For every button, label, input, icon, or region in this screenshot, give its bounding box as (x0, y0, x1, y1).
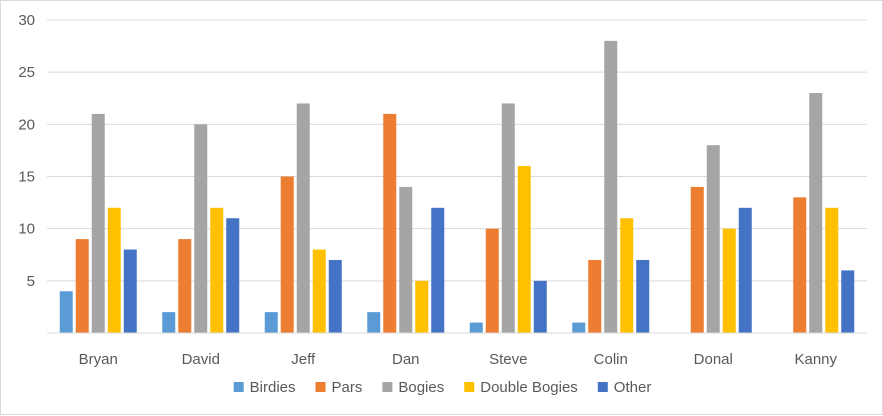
bar-double-bogies-donal (722, 228, 736, 333)
bar-birdies-colin (572, 322, 586, 333)
legend-label: Birdies (250, 379, 296, 396)
bar-pars-dan (383, 113, 397, 334)
bar-bogies-dan (399, 186, 413, 333)
bar-bogies-kanny (809, 93, 823, 334)
y-tick-label: 25 (18, 64, 35, 81)
bar-other-david (226, 218, 240, 333)
bar-pars-bryan (75, 239, 89, 333)
bar-double-bogies-bryan (107, 207, 121, 333)
x-category-label: Kanny (794, 351, 837, 368)
bar-bogies-jeff (296, 103, 310, 333)
bar-other-bryan (123, 249, 137, 333)
bar-bogies-colin (604, 40, 618, 333)
bar-pars-david (178, 239, 192, 333)
bar-birdies-jeff (264, 312, 278, 333)
legend-swatch-pars (315, 382, 326, 392)
bar-bogies-bryan (91, 113, 105, 334)
y-tick-label: 15 (18, 169, 35, 186)
bar-pars-jeff (280, 176, 294, 333)
y-tick-label: 20 (18, 116, 35, 133)
legend-swatch-other (597, 382, 608, 392)
legend-label: Other (614, 379, 652, 396)
y-tick-label: 5 (27, 273, 35, 290)
y-axis-ticks: 5 10 15 20 25 30 (18, 12, 35, 290)
bar-other-kanny (841, 270, 855, 333)
y-tick-label: 10 (18, 221, 35, 238)
x-category-label: David (182, 351, 220, 368)
bar-birdies-dan (367, 312, 381, 333)
bar-other-colin (636, 259, 650, 333)
bar-pars-colin (588, 259, 602, 333)
legend-swatch-bogies (382, 382, 393, 392)
legend-label: Bogies (398, 379, 444, 396)
bar-double-bogies-dan (415, 280, 429, 333)
x-category-label: Dan (392, 351, 420, 368)
bar-birdies-steve (469, 322, 483, 333)
bar-double-bogies-kanny (825, 207, 839, 333)
bar-pars-kanny (793, 197, 807, 333)
bar-other-donal (738, 207, 752, 333)
x-category-label: Bryan (79, 351, 118, 368)
bar-other-jeff (328, 259, 342, 333)
x-category-label: Jeff (291, 351, 316, 368)
bars (59, 40, 855, 334)
legend-swatch-birdies (233, 382, 244, 392)
bar-bogies-donal (706, 145, 720, 333)
y-tick-label: 30 (18, 12, 35, 29)
legend: Birdies Pars Bogies Double Bogies Other (233, 379, 652, 396)
bar-pars-donal (690, 186, 704, 333)
bar-bogies-steve (501, 103, 515, 333)
bar-double-bogies-steve (517, 166, 531, 333)
bar-double-bogies-jeff (312, 249, 326, 333)
legend-swatch-double-bogies (464, 382, 475, 392)
bar-other-steve (533, 280, 547, 333)
x-axis-categories: Bryan David Jeff Dan Steve Colin Donal Kanny (79, 351, 838, 368)
x-category-label: Donal (694, 351, 733, 368)
bar-double-bogies-colin (620, 218, 634, 333)
legend-label: Pars (332, 379, 363, 396)
x-category-label: Steve (489, 351, 527, 368)
bar-double-bogies-david (210, 207, 224, 333)
bar-birdies-bryan (59, 291, 73, 333)
bar-pars-steve (485, 228, 499, 333)
bar-other-dan (431, 207, 445, 333)
bar-bogies-david (194, 124, 208, 333)
bar-birdies-david (162, 312, 176, 333)
legend-label: Double Bogies (480, 379, 578, 396)
x-category-label: Colin (594, 351, 628, 368)
